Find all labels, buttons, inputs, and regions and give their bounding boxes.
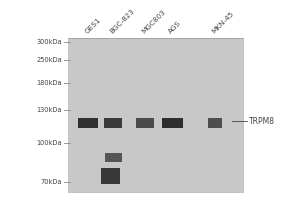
Text: GES1: GES1 — [84, 17, 102, 35]
Text: 300kDa: 300kDa — [36, 39, 62, 45]
Text: 130kDa: 130kDa — [37, 107, 62, 113]
Text: 100kDa: 100kDa — [36, 140, 62, 146]
Text: BGC-823: BGC-823 — [109, 8, 136, 35]
Bar — [68, 38, 243, 192]
Bar — [100, 168, 119, 184]
Text: 180kDa: 180kDa — [36, 80, 62, 86]
Bar — [161, 118, 182, 128]
Text: MKN-45: MKN-45 — [211, 11, 235, 35]
Bar — [104, 118, 122, 128]
Bar — [78, 118, 98, 128]
Text: 70kDa: 70kDa — [40, 179, 62, 185]
Bar — [104, 153, 122, 162]
Text: AGS: AGS — [168, 20, 183, 35]
Text: 250kDa: 250kDa — [36, 57, 62, 63]
Text: MGC803: MGC803 — [141, 9, 167, 35]
Text: TRPM8: TRPM8 — [249, 116, 275, 126]
Bar — [136, 118, 154, 128]
Bar — [208, 118, 222, 128]
